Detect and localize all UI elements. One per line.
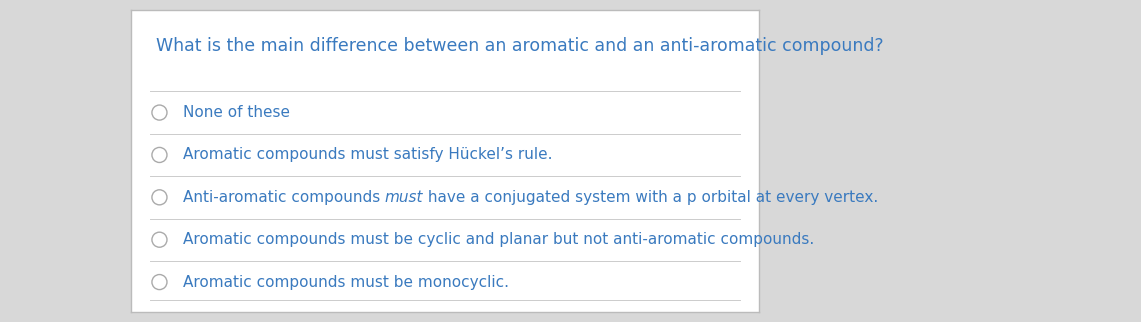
Text: What is the main difference between an aromatic and an anti-aromatic compound?: What is the main difference between an a… [156,37,884,55]
Text: Anti-aromatic compounds: Anti-aromatic compounds [183,190,385,205]
Text: Aromatic compounds must be cyclic and planar but not anti-aromatic compounds.: Aromatic compounds must be cyclic and pl… [183,232,814,247]
Text: have a conjugated system with a p orbital at every vertex.: have a conjugated system with a p orbita… [423,190,879,205]
Text: Aromatic compounds must be monocyclic.: Aromatic compounds must be monocyclic. [183,275,509,289]
Text: Aromatic compounds must satisfy Hückel’s rule.: Aromatic compounds must satisfy Hückel’s… [183,147,552,162]
Text: must: must [385,190,423,205]
Text: None of these: None of these [183,105,290,120]
